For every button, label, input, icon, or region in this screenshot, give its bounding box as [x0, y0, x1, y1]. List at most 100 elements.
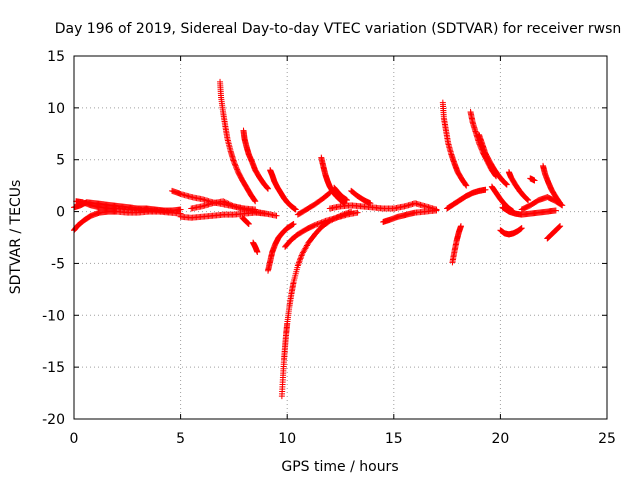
- plot-border: [73, 55, 608, 420]
- data-point: [245, 221, 252, 228]
- data-point: [557, 200, 564, 207]
- data-point: [234, 166, 241, 173]
- data-point: [229, 202, 236, 209]
- data-point: [524, 196, 531, 203]
- data-point: [321, 218, 328, 225]
- data-point: [524, 196, 531, 203]
- series-baseline-late-low: [380, 207, 440, 225]
- data-point: [228, 202, 235, 209]
- data-point: [503, 181, 510, 188]
- data-point: [433, 207, 440, 214]
- data-point: [503, 181, 510, 188]
- series-arc-19h-decay: [476, 131, 510, 188]
- data-point: [518, 225, 525, 232]
- data-point: [289, 221, 296, 228]
- grid-lines: [74, 56, 607, 419]
- data-point: [298, 253, 305, 260]
- series-arc-22h-decay: [540, 162, 564, 207]
- y-tick-label: -20: [42, 412, 65, 428]
- data-point: [531, 177, 538, 184]
- data-point: [297, 255, 304, 262]
- x-tick-label: 15: [385, 431, 403, 447]
- data-point: [502, 180, 509, 187]
- data-point: [220, 198, 227, 205]
- data-point: [222, 199, 229, 206]
- data-point: [166, 208, 173, 215]
- data-point: [221, 198, 228, 205]
- data-point: [318, 219, 325, 226]
- y-tick-label: -5: [51, 256, 65, 272]
- x-tick-label: 20: [491, 431, 509, 447]
- data-point: [314, 221, 321, 228]
- series-arc-8.5h-short: [250, 239, 261, 256]
- series-arc-13h-small: [348, 187, 374, 207]
- series-baseline-late: [326, 200, 440, 213]
- data-point: [296, 256, 303, 263]
- axis-ticks: 0 5 10 15 20 25 -20 -15 -10 -5 0 5 10 15: [42, 49, 616, 447]
- data-point: [230, 158, 237, 165]
- series-baseline-early-mid: [73, 198, 173, 215]
- y-tick-label: 0: [56, 205, 65, 221]
- data-point: [552, 207, 559, 214]
- data-point: [231, 160, 238, 167]
- data-points: [71, 78, 566, 400]
- series-arc-20.5h-decay: [505, 169, 532, 204]
- data-point: [225, 200, 232, 207]
- y-tick-label: -15: [42, 360, 65, 376]
- data-point: [232, 162, 239, 169]
- data-point: [319, 218, 326, 225]
- data-point: [224, 200, 231, 207]
- x-tick-label: 25: [598, 431, 616, 447]
- data-point: [226, 201, 233, 208]
- series-arc-17h-decay: [439, 99, 470, 189]
- series-arc-deep-recovery: [278, 208, 355, 400]
- data-point: [252, 198, 259, 205]
- data-point: [296, 258, 303, 265]
- y-tick-label: 5: [56, 153, 65, 169]
- x-tick-label: 10: [278, 431, 296, 447]
- chart-title: Day 196 of 2019, Sidereal Day-to-day VTE…: [55, 21, 622, 37]
- data-point: [367, 200, 374, 207]
- y-tick-label: 15: [47, 49, 65, 65]
- data-point: [273, 212, 280, 219]
- series-arc-18h-low: [449, 223, 464, 266]
- data-point: [292, 206, 299, 213]
- data-point: [231, 161, 238, 168]
- series-arc-8h-decay: [240, 127, 272, 192]
- series-arc-10h-mid: [282, 209, 361, 250]
- x-axis-label: GPS time / hours: [281, 459, 398, 475]
- data-point: [317, 219, 324, 226]
- data-point: [557, 223, 564, 230]
- series-baseline-mid-c: [188, 198, 280, 219]
- series-arc-20h-dip: [497, 225, 525, 238]
- series-arc-8h-dip: [239, 214, 252, 228]
- data-point: [263, 184, 270, 191]
- series-arc-9h-fall: [267, 167, 299, 213]
- data-point: [556, 224, 563, 231]
- data-point: [311, 222, 318, 229]
- data-point: [457, 223, 464, 230]
- series-arc-12h-small: [331, 184, 350, 204]
- data-point: [525, 197, 532, 204]
- data-point: [315, 220, 322, 227]
- data-point: [254, 249, 261, 256]
- data-point: [326, 190, 333, 197]
- data-point: [462, 181, 469, 188]
- data-point: [482, 186, 489, 193]
- data-point: [265, 185, 272, 192]
- data-point: [313, 221, 320, 228]
- y-axis-label: SDTVAR / TECUs: [8, 180, 24, 295]
- data-point: [233, 165, 240, 172]
- series-arc-18h-rise: [444, 186, 489, 212]
- x-tick-label: 5: [176, 431, 185, 447]
- series-arc-7h-decay: [217, 78, 259, 205]
- series-arc-22h-dip: [544, 223, 564, 242]
- data-point: [556, 223, 563, 230]
- series-arc-11h-rise: [294, 189, 333, 218]
- data-point: [343, 197, 350, 204]
- data-point: [354, 209, 361, 216]
- series-arc-20.5h-low: [499, 204, 559, 218]
- data-point: [298, 252, 305, 259]
- data-point: [290, 221, 297, 228]
